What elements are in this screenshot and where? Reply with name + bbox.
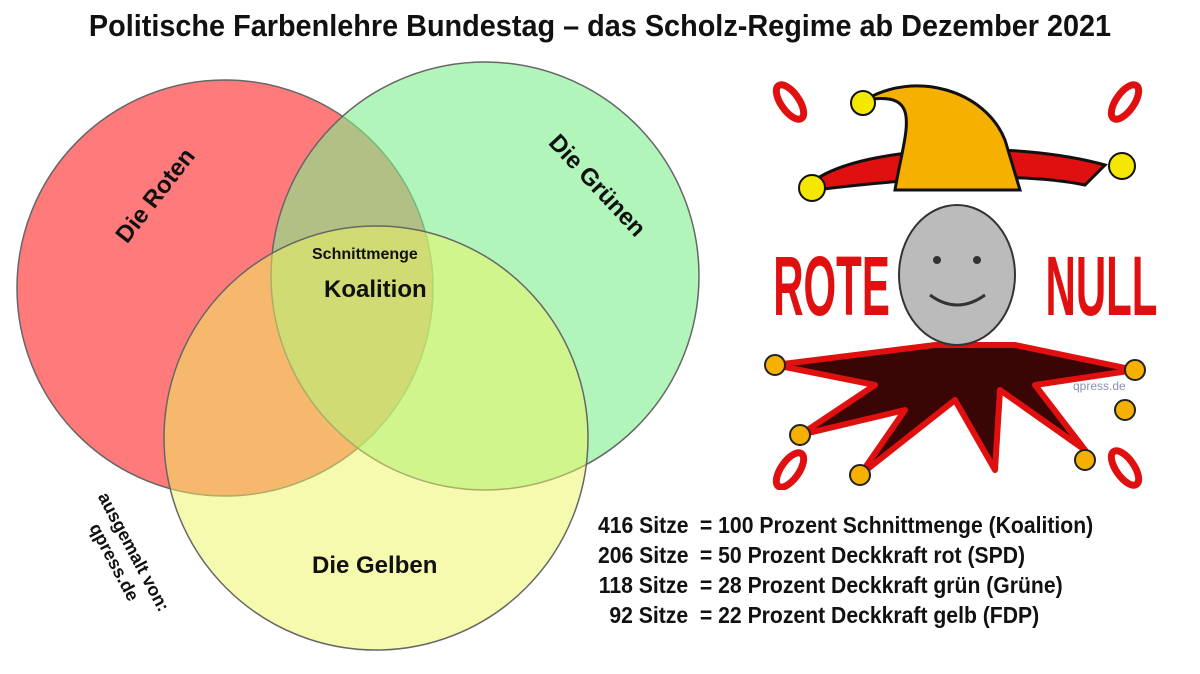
page-title: Politische Farbenlehre Bundestag – das S… [88, 8, 1112, 43]
legend: 416 Sitze = 100 Prozent Schnittmenge (Ko… [598, 510, 1136, 630]
null-text: NULL [1046, 240, 1158, 334]
zero-icons [772, 81, 1143, 491]
legend-row: 92 Sitze = 22 Prozent Deckkraft gelb (FD… [609, 602, 1040, 628]
jester-hat-icon [798, 84, 1136, 202]
label-koalition: Koalition [324, 276, 427, 303]
label-schnittmenge: Schnittmenge [312, 246, 418, 263]
venn-diagram [16, 61, 700, 651]
rote-text: ROTE [773, 240, 890, 334]
jester-illustration: ROTE NULL qpress.de [755, 70, 1185, 495]
watermark: qpress.de [1073, 379, 1126, 393]
legend-row: 118 Sitze = 28 Prozent Deckkraft grün (G… [598, 572, 1063, 598]
collar-icon [764, 342, 1146, 486]
venn-circle-yellow [163, 225, 589, 651]
face-portrait [898, 204, 1016, 346]
legend-row: 206 Sitze = 50 Prozent Deckkraft rot (SP… [598, 542, 1026, 568]
label-die-gelben: Die Gelben [312, 552, 438, 579]
legend-row: 416 Sitze = 100 Prozent Schnittmenge (Ko… [598, 512, 1094, 538]
